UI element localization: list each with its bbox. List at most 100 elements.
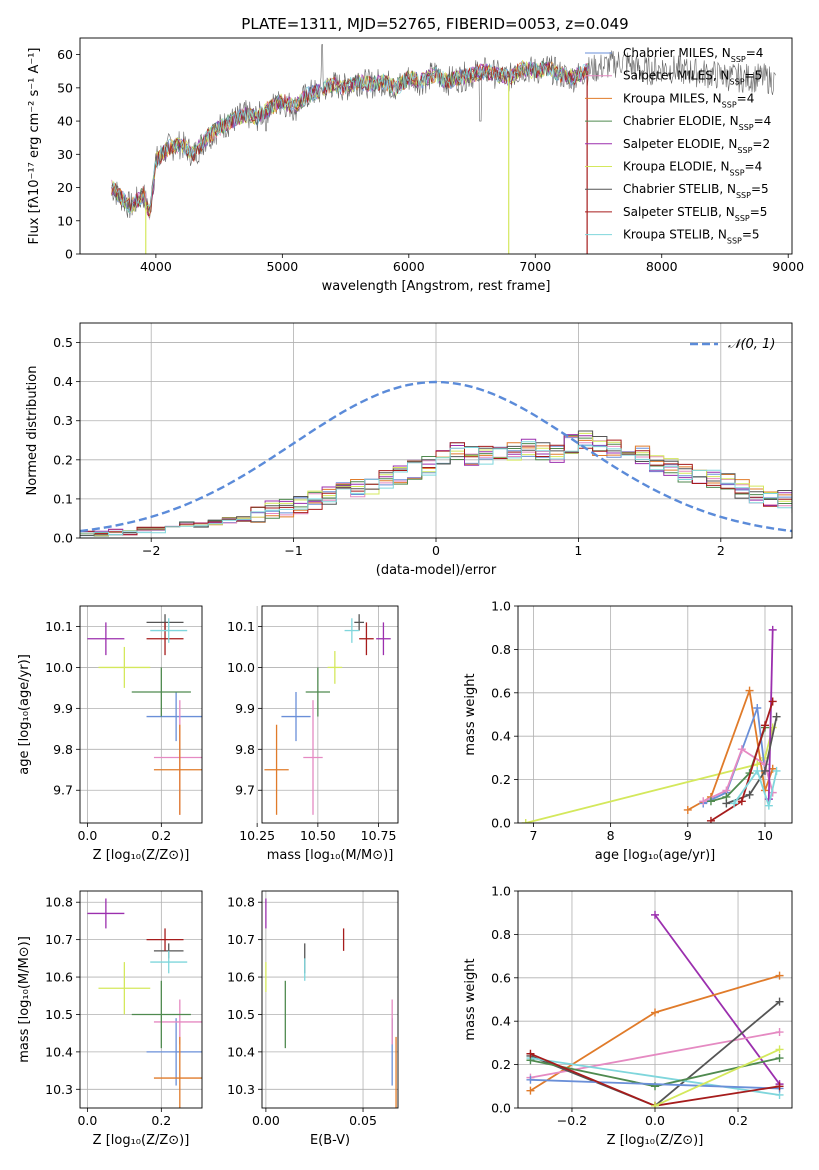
y-tick-label: 0.6 [491, 970, 511, 985]
weight-point-marker [772, 766, 781, 775]
weight-series-line [654, 1048, 780, 1107]
y-tick-label: 10.1 [227, 619, 255, 634]
x-tick-label: 1 [574, 543, 582, 558]
axes-frame [517, 890, 793, 1109]
model-spectrum [111, 60, 589, 213]
x-axis-label: Z [log₁₀(Z/Z⊙)] [93, 848, 190, 863]
weight-series-line [530, 1031, 780, 1079]
mass-vs-ebv-panel: 0.00 0.05 10.3 10.4 10.5 10.6 10.7 10.8 E(B-V) [227, 890, 399, 1148]
weight-point-marker [526, 1086, 535, 1095]
y-tick-label: 10.0 [45, 660, 73, 675]
legend-label: Salpeter ELODIE, NSSP=2 [623, 137, 770, 155]
weight-point-marker [775, 1082, 784, 1091]
weight-point-marker [775, 1028, 784, 1037]
weight-point-marker [775, 971, 784, 980]
age-vs-Z-panel: 0.0 0.2 9.7 9.8 9.9 10.0 10.1 Z [log₁₀(Z/Z⊙)] ag… [17, 605, 203, 863]
weight-point-marker [768, 625, 777, 634]
y-tick-label: 10.6 [45, 970, 73, 985]
weight-series-line [530, 1057, 780, 1096]
weight-series-line [654, 914, 781, 1085]
y-tick-label: 0.3 [53, 413, 73, 428]
model-spectrum [111, 61, 589, 217]
weight-point-marker [683, 805, 692, 814]
x-tick-label: 0 [432, 543, 440, 558]
residual-histogram [80, 441, 792, 536]
weight-point-marker [764, 801, 773, 810]
weight-point-marker [772, 712, 781, 721]
y-tick-label: 0.0 [491, 1101, 511, 1116]
x-axis-label: Z [log₁₀(Z/Z⊙)] [607, 1133, 704, 1148]
weight-point-marker [775, 997, 784, 1006]
axes-frame [79, 37, 793, 255]
y-tick-label: 0.8 [491, 927, 511, 942]
weight-point-marker [706, 797, 715, 806]
age-vs-mass-panel: 10.25 10.50 10.75 9.7 9.8 9.9 10.0 10.1 mass [lo… [227, 605, 399, 863]
y-tick-label: 10.3 [227, 1082, 255, 1097]
x-tick-label: −0.2 [557, 1113, 587, 1128]
weight-point-marker [706, 816, 715, 823]
legend-label: Kroupa STELIB, NSSP=5 [623, 228, 760, 246]
histograms [80, 380, 792, 537]
weight-point-marker [651, 1008, 659, 1017]
y-tick-label: 10.8 [45, 895, 73, 910]
x-axis-label: (data-model)/error [376, 563, 497, 578]
x-tick-label: 10 [757, 828, 773, 843]
legend-label: Chabrier STELIB, NSSP=5 [623, 182, 769, 200]
x-axis-label: wavelength [Angstrom, rest frame] [322, 279, 551, 294]
weight-series-line [525, 727, 774, 823]
weight-point-marker [760, 766, 769, 775]
figure-title: PLATE=1311, MJD=52765, FIBERID=0053, z=0… [241, 15, 628, 33]
y-tick-label: 9.7 [53, 783, 73, 798]
y-tick-label: 0 [65, 247, 73, 262]
y-tick-label: 50 [57, 80, 73, 95]
axes-frame [261, 605, 399, 824]
y-tick-label: 10.0 [227, 660, 255, 675]
legend-label: Chabrier ELODIE, NSSP=4 [623, 114, 771, 132]
model-spectrum [111, 60, 589, 217]
x-tick-label: 0.0 [77, 1113, 97, 1128]
x-axis-label: Z [log₁₀(Z/Z⊙)] [93, 1133, 190, 1148]
y-tick-label: 20 [57, 180, 73, 195]
y-tick-label: 0.2 [491, 1057, 511, 1072]
y-tick-label: 10.7 [227, 932, 255, 947]
x-tick-label: 0.05 [349, 1113, 377, 1128]
y-tick-label: 10.3 [45, 1082, 73, 1097]
y-tick-label: 10.8 [227, 895, 255, 910]
y-tick-label: 1.0 [491, 599, 511, 614]
weight-point-marker [745, 686, 754, 695]
y-tick-label: 0.8 [491, 642, 511, 657]
weight-point-marker [722, 799, 731, 808]
weight-point-marker [768, 697, 777, 706]
weight-series-line [530, 1078, 780, 1090]
x-tick-label: 5000 [266, 259, 298, 274]
residuals-panel: −2 −1 0 1 2 0.0 0.1 0.2 0.3 0.4 0.5 (data-model)/er… [25, 322, 793, 578]
weight-point-marker [730, 799, 739, 808]
legend-label: Kroupa MILES, NSSP=4 [623, 91, 754, 109]
y-tick-label: 0.2 [53, 452, 73, 467]
weight-point-marker [521, 819, 530, 823]
weight-point-marker [699, 797, 708, 806]
y-tick-label: 40 [57, 114, 73, 129]
x-tick-label: 10.75 [361, 828, 397, 843]
y-tick-label: 0.4 [491, 729, 511, 744]
x-axis-label: age [log₁₀(age/yr)] [595, 848, 716, 863]
x-tick-label: 8 [607, 828, 615, 843]
x-tick-label: 7 [529, 828, 537, 843]
y-tick-label: 10.6 [227, 970, 255, 985]
spectrum-lines [111, 44, 776, 254]
x-tick-label: 0.2 [151, 1113, 171, 1128]
error-bars [87, 898, 202, 1108]
y-tick-label: 0.6 [491, 685, 511, 700]
y-tick-label: 10.4 [227, 1044, 255, 1059]
weight-point-marker [651, 1101, 659, 1108]
weight-series-line [733, 768, 778, 809]
x-axis-label: E(B-V) [310, 1133, 350, 1148]
x-tick-label: 0.0 [77, 828, 97, 843]
y-tick-label: 60 [57, 47, 73, 62]
y-tick-label: 10.1 [45, 619, 73, 634]
weight-point-marker [737, 797, 746, 806]
weight-point-marker [753, 703, 762, 712]
x-tick-label: 7000 [519, 259, 551, 274]
y-axis-label: Normed distribution [25, 366, 40, 496]
